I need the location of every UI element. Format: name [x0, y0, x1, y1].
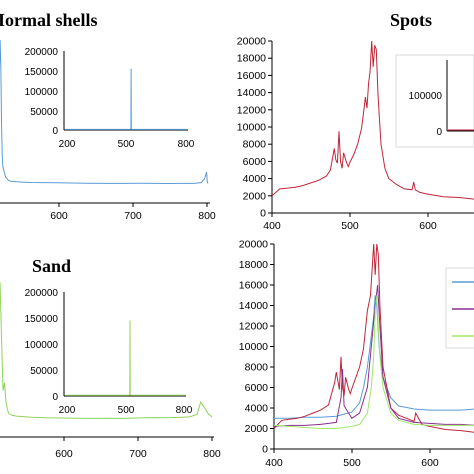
- sand-inset-y-tick-label: 100000: [25, 340, 59, 351]
- combined-y-tick-label: 14000: [239, 300, 268, 312]
- combined-series-line-2: [273, 284, 474, 427]
- sand-x-tick-label: 800: [203, 448, 221, 460]
- combined-y-tick-label: 8000: [245, 362, 269, 374]
- spots-y-tick-label: 14000: [237, 87, 266, 99]
- combined-y-tick-label: 18000: [239, 259, 268, 271]
- sand-inset-y-tick-label: 0: [52, 392, 58, 403]
- sand-inset-y-tick-label: 200000: [25, 288, 59, 299]
- combined-x-tick-label: 400: [265, 457, 283, 469]
- spots-x-tick-label: 500: [341, 220, 359, 232]
- combined-legend: [445, 267, 474, 349]
- spots-x-tick-label: 400: [263, 220, 281, 232]
- normal-shells-inset-x-tick-label: 200: [59, 139, 76, 150]
- spots-y-tick-label: 18000: [237, 53, 266, 65]
- spots-inset-box: [395, 54, 474, 148]
- spots-y-tick-label: 20000: [237, 36, 266, 48]
- combined-y-tick-label: 2000: [245, 423, 269, 435]
- panel-title-normal-shells: Iormal shells: [0, 10, 98, 30]
- normal-shells-x-tick-label: 700: [124, 210, 142, 222]
- panel-title-spots: Spots: [390, 10, 432, 30]
- sand-inset-x-tick-label: 200: [59, 405, 76, 416]
- normal-shells-x-tick-label: 600: [50, 210, 68, 222]
- combined-main-plot: 0 2000 4000 6000 8000 10000 12000 14000 16000 180…: [239, 239, 474, 469]
- combined-y-tick-label: 4000: [245, 403, 269, 415]
- normal-shells-inset-y-tick-label: 0: [52, 126, 58, 137]
- spots-main-plot: 0200040006000800010000120001400016000180…: [237, 36, 474, 232]
- normal-shells-main-plot: 600 700 800: [0, 39, 216, 222]
- spots-y-tick-label: 2000: [243, 190, 267, 202]
- spots-y-tick-label: 8000: [243, 139, 267, 151]
- normal-shells-inset-line: [66, 68, 188, 130]
- spots-spectrum-line: [271, 40, 474, 200]
- sand-inset-x-tick-label: 500: [118, 405, 135, 416]
- normal-shells-inset-y-tick-label: 150000: [25, 67, 59, 78]
- combined-series-line-0: [274, 295, 474, 419]
- sand-main-plot: 600 700 800: [0, 281, 221, 460]
- combined-y-tick-label: 0: [262, 444, 268, 456]
- spots-inset-y-tick-label: 100000: [409, 91, 443, 102]
- normal-shells-inset-y-tick-label: 50000: [30, 107, 58, 118]
- normal-shells-inset-y-tick-label: 100000: [25, 87, 59, 98]
- spots-y-tick-label: 12000: [237, 104, 266, 116]
- normal-shells-spectrum-line: [0, 39, 209, 185]
- normal-shells-inset-y-tick-label: 200000: [25, 47, 59, 58]
- spots-inset-y-tick-label: 0: [436, 127, 442, 138]
- normal-shells-inset-x-tick-label: 500: [118, 139, 135, 150]
- spots-inset: 100000 0: [395, 54, 474, 148]
- normal-shells-x-tick-label: 800: [198, 210, 216, 222]
- sand-x-tick-label: 600: [55, 448, 73, 460]
- combined-x-tick-label: 600: [421, 457, 439, 469]
- normal-shells-inset-x-tick-label: 800: [178, 139, 195, 150]
- combined-y-tick-label: 12000: [239, 321, 268, 333]
- combined-y-tick-label: 6000: [245, 382, 269, 394]
- combined-y-tick-label: 16000: [239, 280, 268, 292]
- sand-inset: 200000 150000 100000 50000 0 200 500 800: [25, 288, 193, 416]
- sand-inset-x-tick-label: 800: [176, 405, 193, 416]
- combined-y-tick-label: 10000: [239, 341, 268, 353]
- spots-y-tick-label: 6000: [243, 156, 267, 168]
- sand-inset-y-tick-label: 150000: [25, 314, 59, 325]
- combined-series-line-3: [273, 295, 474, 429]
- normal-shells-inset: 200000 150000 100000 50000 0 200 500 800: [25, 47, 195, 150]
- spots-x-tick-label: 600: [419, 220, 437, 232]
- spots-y-tick-label: 0: [260, 208, 266, 220]
- spots-y-tick-label: 10000: [237, 122, 266, 134]
- combined-x-tick-label: 500: [343, 457, 361, 469]
- sand-x-tick-label: 700: [129, 448, 147, 460]
- spots-y-tick-label: 16000: [237, 70, 266, 82]
- spots-y-tick-label: 4000: [243, 173, 267, 185]
- sand-spectrum-line: [0, 281, 213, 419]
- combined-series-line-1: [273, 243, 474, 433]
- sand-inset-line: [66, 320, 186, 396]
- combined-y-tick-label: 20000: [239, 239, 268, 251]
- sand-inset-y-tick-label: 50000: [30, 366, 58, 377]
- panel-title-sand: Sand: [32, 256, 71, 276]
